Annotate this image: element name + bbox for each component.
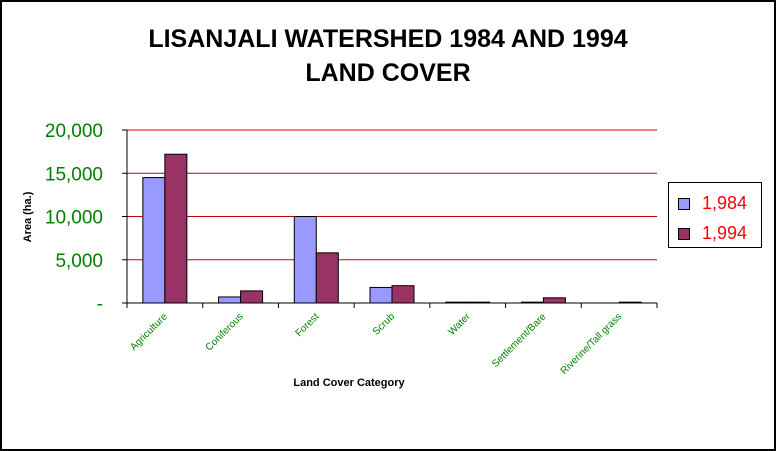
legend-swatch-series-1 bbox=[678, 198, 690, 210]
bar-series-1-3 bbox=[369, 286, 393, 304]
legend: 1,984 1,994 bbox=[668, 182, 762, 248]
bar-series-1-0 bbox=[142, 177, 166, 304]
bar-series-1-1 bbox=[218, 296, 242, 304]
chart-title-line-1: LISANJALI WATERSHED 1984 AND 1994 bbox=[148, 25, 628, 53]
legend-label-series-1: 1,984 bbox=[702, 193, 748, 213]
x-tick-label-5: Settlement/Bare bbox=[490, 311, 549, 370]
y-tick-label-4: 20,000 bbox=[45, 121, 103, 142]
x-tick-label-2: Forest bbox=[294, 311, 322, 339]
y-tick-label-1: 5,000 bbox=[55, 251, 103, 272]
chart-title-line-2: LAND COVER bbox=[305, 59, 471, 87]
x-tick-labels: Agriculture Coniferous Forest Scrub Water Set… bbox=[128, 311, 624, 377]
bar-series-2-1 bbox=[240, 290, 264, 304]
bar-series-1-2 bbox=[293, 216, 317, 304]
gridlines bbox=[127, 129, 657, 261]
y-axis-label: Area (ha.) bbox=[22, 191, 34, 242]
x-tick-label-1: Coniferous bbox=[204, 311, 246, 353]
bar-series-2-3 bbox=[391, 285, 415, 304]
legend-label-series-2: 1,994 bbox=[702, 223, 748, 243]
bar-series-2-5 bbox=[542, 297, 566, 304]
bars bbox=[142, 153, 642, 304]
chart-title: LISANJALI WATERSHED 1984 AND 1994 LAND C… bbox=[0, 22, 776, 90]
legend-swatch-series-2 bbox=[678, 228, 690, 240]
axes bbox=[122, 129, 658, 308]
x-axis-label: Land Cover Category bbox=[293, 377, 405, 389]
y-tick-labels: - 5,000 10,000 15,000 20,000 bbox=[45, 121, 103, 315]
y-tick-label-3: 15,000 bbox=[45, 164, 103, 185]
y-tick-label-0: - bbox=[97, 294, 103, 315]
x-tick-label-6: Riverine/Tall grass bbox=[559, 311, 625, 377]
x-tick-label-0: Agriculture bbox=[128, 311, 170, 353]
y-tick-label-2: 10,000 bbox=[45, 208, 103, 229]
bar-series-2-0 bbox=[164, 153, 188, 304]
x-tick-label-4: Water bbox=[446, 311, 473, 338]
x-tick-label-3: Scrub bbox=[371, 311, 398, 338]
bar-series-2-2 bbox=[315, 252, 339, 304]
